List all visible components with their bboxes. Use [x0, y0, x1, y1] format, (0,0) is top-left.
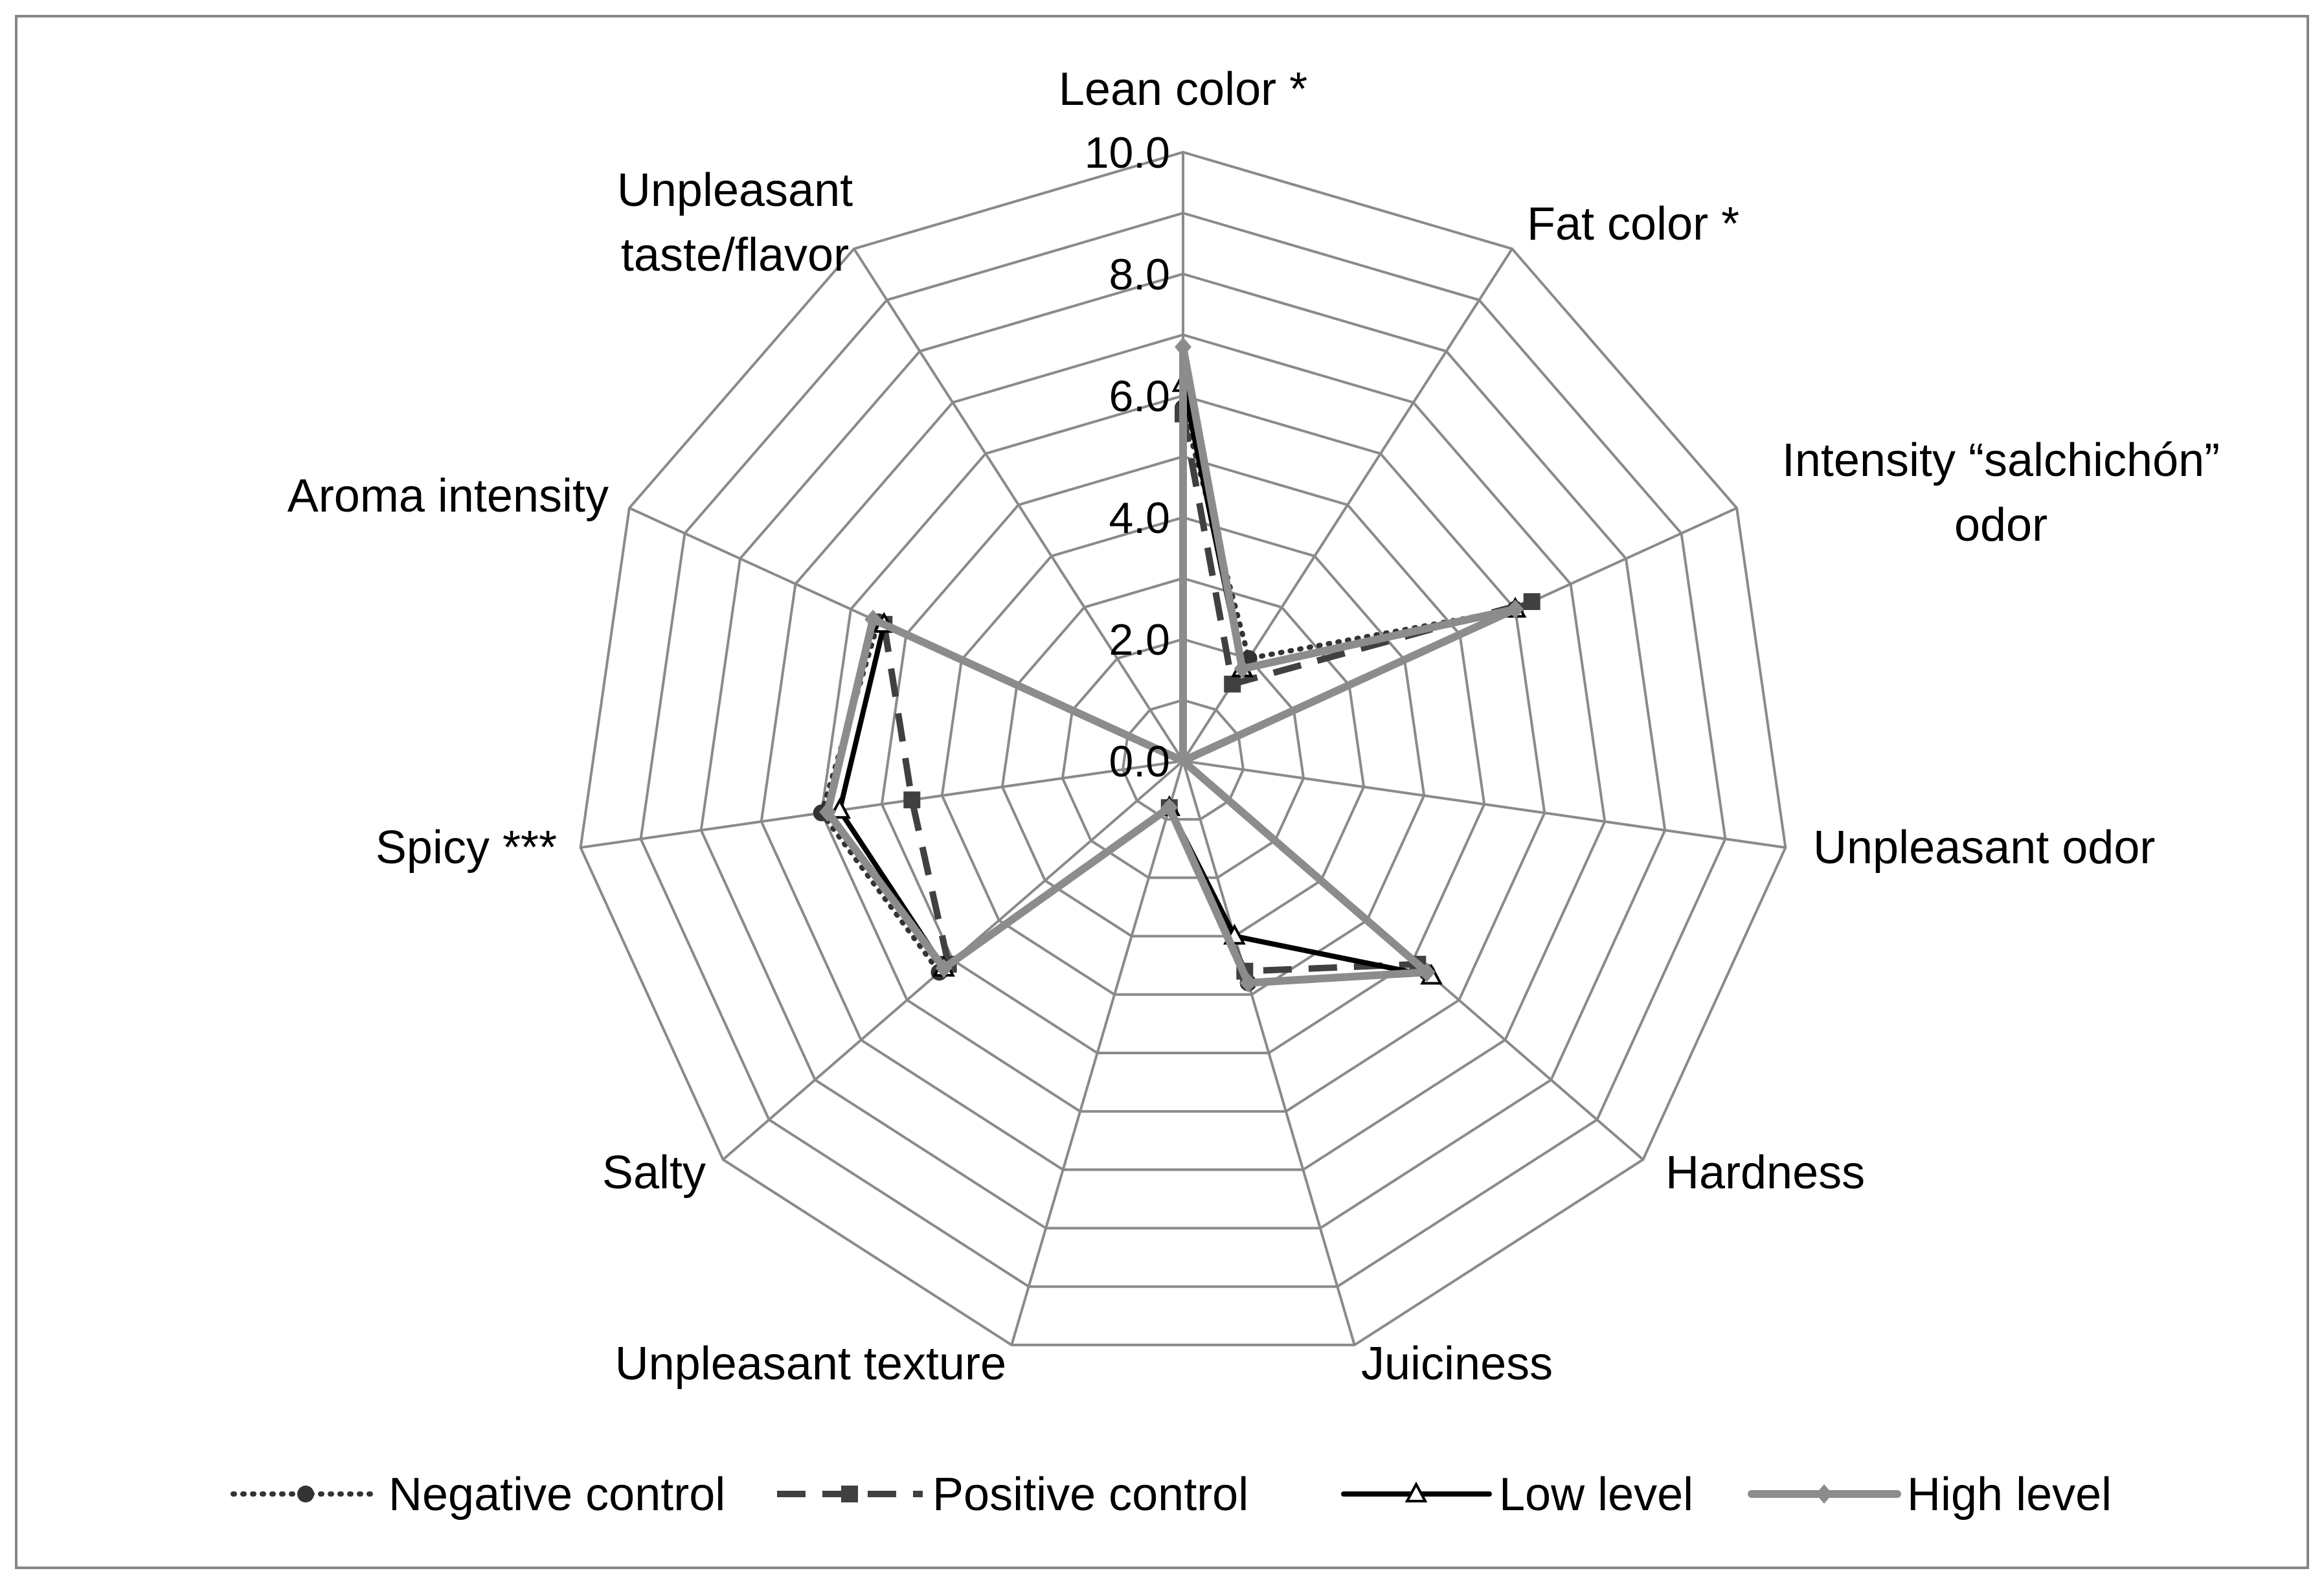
legend-label: Low level: [1499, 1469, 1693, 1521]
axis-label-4: Unpleasant odor: [1813, 822, 2155, 874]
grid-ring-9: [639, 211, 1727, 1288]
legend-label: Negative control: [389, 1469, 725, 1521]
data-point-diamond-1: [1816, 1484, 1833, 1504]
axis-label-5: Hardness: [1665, 1147, 1865, 1199]
legend-item-1: Negative control: [231, 1469, 725, 1521]
axis-labels: Lean color * Fat color * Intensity “salchi…: [288, 63, 2220, 1390]
series-group: [813, 337, 1540, 993]
data-point-square-1: [841, 1486, 858, 1502]
grid-ring-6: [820, 394, 1546, 1113]
legend: Negative control Positive control Low leve…: [231, 1469, 2112, 1521]
data-point-diamond-3: [1507, 599, 1524, 619]
tick-label: 2.0: [1109, 615, 1170, 664]
axis-label-3: odor: [1954, 499, 2048, 551]
axis-label-6: Juiciness: [1361, 1338, 1553, 1390]
legend-item-2: Positive control: [777, 1469, 1248, 1521]
radial-tick-labels: 0.0 2.0 4.0 6.0 8.0 10.0: [1085, 128, 1170, 786]
series-high-level: [819, 337, 1524, 993]
axis-label-11: Unpleasant: [617, 164, 853, 216]
tick-label: 6.0: [1109, 372, 1170, 421]
axis-label-10: Aroma intensity: [288, 470, 609, 522]
legend-item-4: High level: [1748, 1469, 2112, 1521]
data-point-diamond-2: [1234, 659, 1251, 679]
data-point-diamond-8: [935, 958, 953, 979]
axis-label-3: Intensity “salchichón”: [1782, 435, 2220, 486]
tick-label: 4.0: [1109, 493, 1170, 543]
axis-label-1: Lean color *: [1059, 63, 1307, 115]
data-point-square-9: [903, 791, 921, 809]
data-point-square-3: [1523, 593, 1540, 610]
tick-label: 0.0: [1109, 737, 1170, 786]
data-point-triangle-9: [828, 798, 852, 819]
grid-ring-10: [579, 150, 1787, 1346]
spoke-7: [1010, 760, 1184, 1346]
axis-label-2: Fat color *: [1527, 198, 1739, 250]
grid-ring-8: [699, 272, 1667, 1230]
axis-label-7: Unpleasant texture: [615, 1338, 1006, 1390]
axis-label-11: taste/flavor: [621, 229, 849, 281]
chart-frame: [15, 15, 2309, 1569]
spoke-9: [580, 760, 1184, 849]
legend-label: Positive control: [932, 1469, 1248, 1521]
data-point-square-2: [1224, 675, 1241, 693]
grid-ring-4: [940, 515, 1426, 996]
grid-ring-3: [1000, 576, 1366, 938]
data-point-diamond-1: [1175, 337, 1191, 357]
grid-ring-5: [880, 455, 1486, 1054]
data-point-diamond-5: [1418, 962, 1436, 982]
data-point-diamond-6: [1239, 973, 1257, 993]
grid-ring-2: [1061, 637, 1305, 879]
axis-label-8: Salty: [602, 1147, 706, 1199]
data-point-diamond-7: [1160, 798, 1178, 818]
axis-label-9: Spicy ***: [376, 822, 557, 874]
tick-label: 8.0: [1109, 250, 1170, 299]
tick-label: 10.0: [1085, 128, 1170, 177]
spoke-4: [1182, 760, 1786, 849]
legend-label: High level: [1907, 1469, 2112, 1521]
series-line: [824, 343, 1519, 987]
grid-ring-7: [760, 333, 1607, 1171]
legend-item-3: Low level: [1341, 1469, 1693, 1521]
data-point-diamond-10: [864, 609, 882, 629]
grid-ring-1: [1121, 698, 1245, 821]
spoke-11: [853, 248, 1184, 762]
data-point-triangle-1: [1405, 1481, 1428, 1502]
spoke-6: [1182, 760, 1356, 1346]
data-point-circle-1: [297, 1486, 314, 1502]
data-point-diamond-9: [819, 802, 837, 822]
